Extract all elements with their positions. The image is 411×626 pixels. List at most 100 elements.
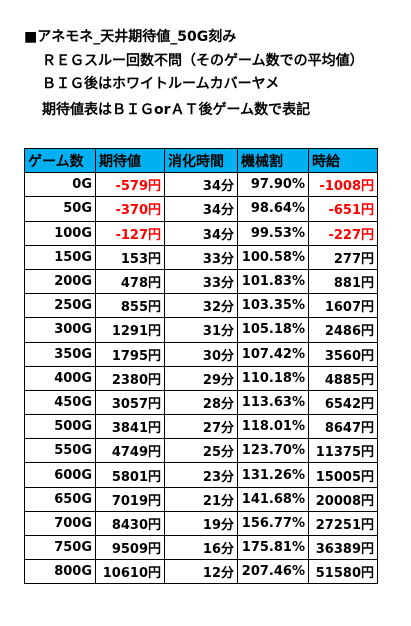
cell-payout: 118.01% (237, 414, 309, 440)
header-hourly: 時給 (308, 147, 378, 174)
cell-hourly: 881円 (308, 268, 378, 295)
cell-expected-value: 9509円 (95, 534, 165, 561)
table-row: 750G 9509円 16分 175.81% 36389円 (24, 534, 378, 561)
cell-hourly: 51580円 (308, 559, 378, 585)
cell-time: 33分 (164, 244, 238, 270)
table-row: 700G 8430円 19分 156.77% 27251円 (24, 510, 378, 537)
cell-payout: 156.77% (237, 510, 309, 537)
cell-games: 650G (24, 486, 96, 512)
cell-time: 34分 (164, 196, 238, 222)
note-reg-through: ＲＥＧスルー回数不問（そのゲーム数での平均値） (42, 52, 364, 69)
cell-expected-value: 10610円 (95, 559, 165, 585)
cell-time: 27分 (164, 414, 238, 440)
cell-hourly: 1607円 (308, 293, 378, 319)
cell-hourly: 277円 (308, 244, 378, 270)
cell-expected-value: 478円 (95, 268, 165, 295)
table-row: 500G 3841円 27分 118.01% 8647円 (24, 414, 378, 440)
cell-time: 16分 (164, 534, 238, 561)
cell-time: 28分 (164, 389, 238, 416)
cell-games: 400G (24, 365, 96, 391)
table-row: 200G 478円 33分 101.83% 881円 (24, 268, 378, 295)
cell-hourly: 20008円 (308, 486, 378, 512)
table-header-row: ゲーム数 期待値 消化時間 機械割 時給 (24, 147, 378, 174)
cell-payout: 175.81% (237, 534, 309, 561)
cell-expected-value: 153円 (95, 244, 165, 270)
cell-hourly: 27251円 (308, 510, 378, 537)
cell-payout: 110.18% (237, 365, 309, 391)
table-row: 550G 4749円 25分 123.70% 11375円 (24, 438, 378, 464)
table-row: 100G -127円 34分 99.53% -227円 (24, 220, 378, 246)
cell-hourly: -651円 (308, 196, 378, 222)
cell-games: 550G (24, 438, 96, 464)
cell-time: 12分 (164, 559, 238, 585)
expected-value-table: ゲーム数 期待値 消化時間 機械割 時給 0G -579円 34分 97.90% -10… (24, 147, 378, 585)
cell-hourly: -1008円 (308, 172, 378, 198)
cell-time: 25分 (164, 438, 238, 464)
cell-hourly: 4885円 (308, 365, 378, 391)
note-big-after: ＢＩＧ後はホワイトルームカバーヤメ (42, 76, 280, 92)
cell-games: 750G (24, 534, 96, 561)
table-row: 50G -370円 34分 98.64% -651円 (24, 196, 378, 222)
cell-expected-value: 2380円 (95, 365, 165, 391)
table-row: 800G 10610円 12分 207.46% 51580円 (24, 559, 378, 585)
cell-expected-value: -579円 (95, 172, 165, 198)
cell-hourly: 6542円 (308, 389, 378, 416)
cell-expected-value: 5801円 (95, 462, 165, 488)
cell-hourly: 36389円 (308, 534, 378, 561)
cell-games: 500G (24, 414, 96, 440)
cell-payout: 105.18% (237, 317, 309, 343)
cell-hourly: 2486円 (308, 317, 378, 343)
cell-payout: 98.64% (237, 196, 309, 222)
cell-time: 31分 (164, 317, 238, 343)
cell-expected-value: 1291円 (95, 317, 165, 343)
cell-games: 150G (24, 244, 96, 270)
cell-hourly: 3560円 (308, 341, 378, 367)
header-time: 消化時間 (164, 147, 238, 174)
cell-time: 34分 (164, 220, 238, 246)
cell-payout: 101.83% (237, 268, 309, 295)
cell-expected-value: -370円 (95, 196, 165, 222)
cell-hourly: -227円 (308, 220, 378, 246)
cell-time: 30分 (164, 341, 238, 367)
cell-payout: 100.58% (237, 244, 309, 270)
cell-expected-value: -127円 (95, 220, 165, 246)
page-title: ■アネモネ_天井期待値_50G刻み (24, 29, 237, 45)
cell-time: 29分 (164, 365, 238, 391)
cell-expected-value: 3057円 (95, 389, 165, 416)
table-row: 600G 5801円 23分 131.26% 15005円 (24, 462, 378, 488)
cell-payout: 141.68% (237, 486, 309, 512)
cell-games: 350G (24, 341, 96, 367)
note-table-basis: 期待値表はＢＩＧorＡＴ後ゲーム数で表記 (42, 101, 311, 118)
cell-payout: 123.70% (237, 438, 309, 464)
cell-hourly: 11375円 (308, 438, 378, 464)
cell-games: 100G (24, 220, 96, 246)
cell-games: 200G (24, 268, 96, 295)
cell-payout: 107.42% (237, 341, 309, 367)
header-expected-value: 期待値 (95, 147, 165, 174)
cell-time: 32分 (164, 293, 238, 319)
cell-expected-value: 8430円 (95, 510, 165, 537)
table-row: 150G 153円 33分 100.58% 277円 (24, 244, 378, 270)
cell-games: 300G (24, 317, 96, 343)
table-row: 400G 2380円 29分 110.18% 4885円 (24, 365, 378, 391)
header-games: ゲーム数 (24, 147, 96, 174)
cell-payout: 103.35% (237, 293, 309, 319)
cell-games: 450G (24, 389, 96, 416)
notes-block: ■アネモネ_天井期待値_50G刻み ＲＥＧスルー回数不問（そのゲーム数での平均値… (24, 26, 364, 122)
table-row: 650G 7019円 21分 141.68% 20008円 (24, 486, 378, 512)
cell-time: 23分 (164, 462, 238, 488)
cell-time: 33分 (164, 268, 238, 295)
header-payout: 機械割 (237, 147, 309, 174)
table-row: 0G -579円 34分 97.90% -1008円 (24, 172, 378, 198)
cell-payout: 113.63% (237, 389, 309, 416)
cell-time: 34分 (164, 172, 238, 198)
cell-games: 700G (24, 510, 96, 537)
table-row: 450G 3057円 28分 113.63% 6542円 (24, 389, 378, 416)
table-body: 0G -579円 34分 97.90% -1008円 50G -370円 34分 98.64% -… (24, 172, 378, 585)
cell-expected-value: 1795円 (95, 341, 165, 367)
cell-expected-value: 855円 (95, 293, 165, 319)
cell-payout: 97.90% (237, 172, 309, 198)
cell-expected-value: 4749円 (95, 438, 165, 464)
cell-payout: 99.53% (237, 220, 309, 246)
table-row: 350G 1795円 30分 107.42% 3560円 (24, 341, 378, 367)
